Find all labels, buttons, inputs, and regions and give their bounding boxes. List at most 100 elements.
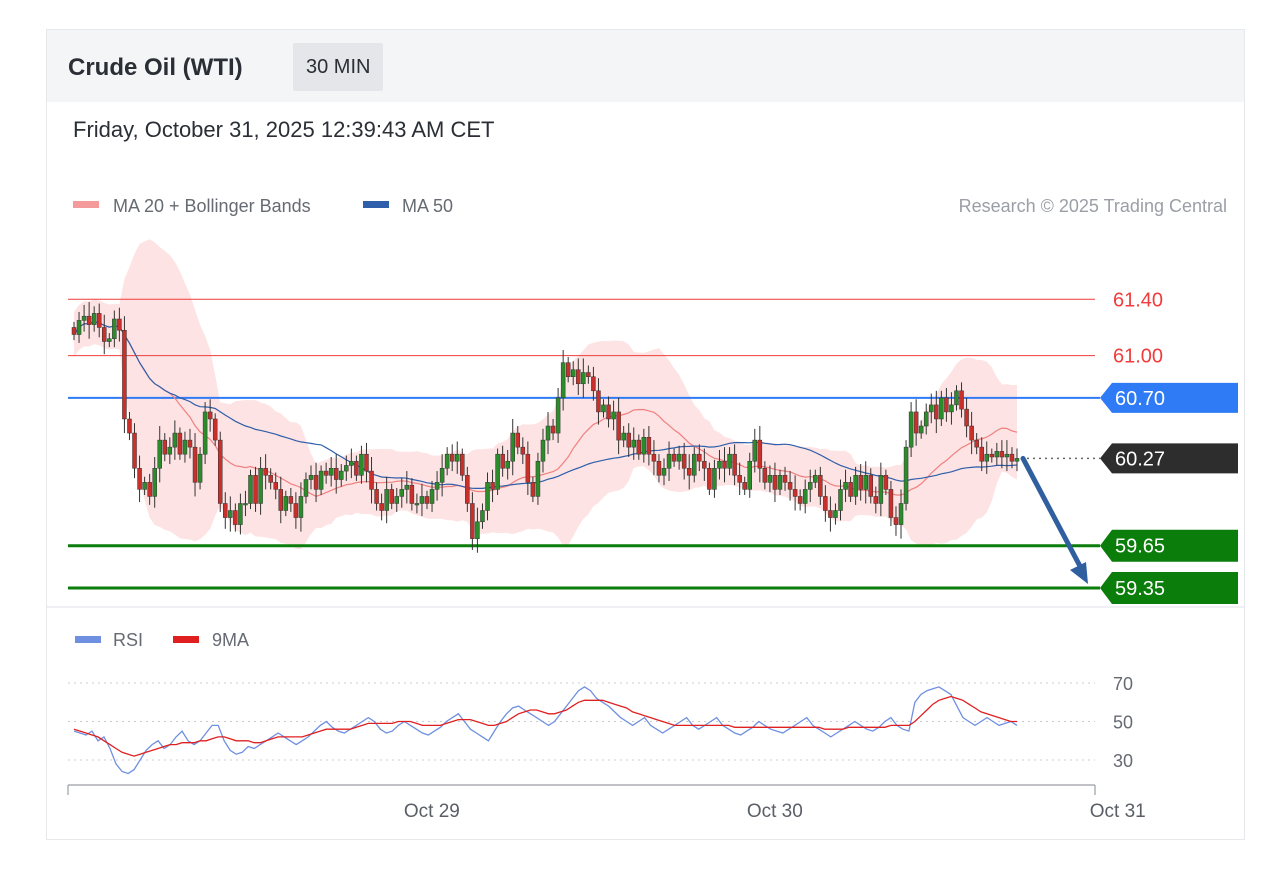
candle-body bbox=[898, 503, 904, 525]
candle bbox=[369, 457, 374, 504]
candle-body bbox=[475, 521, 480, 539]
candle-body bbox=[86, 315, 92, 325]
bollinger-band-area bbox=[74, 239, 1017, 550]
candle bbox=[767, 465, 773, 493]
candle-body bbox=[374, 489, 379, 504]
candle bbox=[752, 428, 758, 473]
candle bbox=[1009, 447, 1015, 469]
candle-body bbox=[838, 489, 843, 511]
candle bbox=[243, 490, 248, 517]
candle-body bbox=[818, 475, 823, 497]
candle bbox=[515, 426, 521, 455]
candle-body bbox=[414, 503, 420, 506]
candle bbox=[681, 442, 687, 480]
candle-body bbox=[253, 475, 258, 504]
candle bbox=[424, 490, 430, 510]
candle bbox=[419, 483, 425, 517]
candle bbox=[328, 457, 334, 487]
x-tick-label: Oct 30 bbox=[747, 801, 803, 822]
candle bbox=[520, 437, 526, 465]
candle bbox=[626, 423, 631, 457]
candle-body bbox=[364, 453, 369, 472]
candle bbox=[81, 304, 87, 332]
candle bbox=[601, 399, 606, 418]
candle-body bbox=[147, 482, 152, 497]
candle-body bbox=[934, 404, 939, 420]
candle bbox=[757, 426, 763, 483]
candle-body bbox=[480, 510, 485, 523]
candle-body bbox=[858, 475, 863, 490]
candle bbox=[813, 469, 818, 488]
candle bbox=[258, 457, 263, 515]
candle bbox=[707, 462, 712, 496]
candle-body bbox=[702, 460, 707, 469]
candle-body bbox=[888, 489, 894, 518]
candle-body bbox=[792, 489, 798, 497]
candle-body bbox=[868, 475, 874, 497]
candle-body bbox=[979, 446, 984, 462]
rsi-line bbox=[73, 686, 1018, 775]
candle-body bbox=[233, 510, 238, 525]
candle bbox=[838, 479, 843, 521]
candle-body bbox=[268, 475, 273, 483]
candle bbox=[949, 392, 954, 425]
candle bbox=[777, 469, 783, 496]
candle bbox=[268, 468, 273, 490]
x-axis: Oct 29 Oct 30 Oct 31 bbox=[67, 784, 1146, 822]
candle-body bbox=[545, 425, 551, 441]
candle bbox=[807, 469, 813, 503]
candle-body bbox=[581, 372, 586, 385]
candle-body bbox=[772, 475, 778, 490]
candle bbox=[263, 454, 268, 490]
support-tag bbox=[1100, 529, 1238, 562]
candle bbox=[712, 459, 717, 498]
candle-body bbox=[258, 468, 263, 504]
candle-body bbox=[893, 517, 899, 525]
timeframe-badge[interactable]: 30 MIN bbox=[293, 43, 384, 91]
candle bbox=[918, 420, 924, 439]
candle-body bbox=[883, 475, 889, 490]
candle-body bbox=[807, 482, 813, 490]
candle bbox=[500, 445, 505, 477]
candle-body bbox=[959, 390, 964, 410]
candle bbox=[455, 441, 460, 474]
candle bbox=[858, 464, 863, 501]
candle-body bbox=[712, 468, 717, 490]
candle-body bbox=[757, 439, 763, 469]
candle bbox=[908, 402, 914, 457]
rsi-level-label: 70 bbox=[1113, 674, 1133, 694]
candle-body bbox=[555, 397, 561, 434]
candle bbox=[318, 465, 324, 496]
candle-body bbox=[656, 460, 662, 476]
candle bbox=[913, 399, 919, 446]
rsi-level-label: 30 bbox=[1113, 751, 1133, 771]
candle-body bbox=[339, 470, 344, 480]
candle bbox=[187, 428, 193, 459]
candle bbox=[853, 466, 858, 505]
last-price-label: 60.27 bbox=[1115, 448, 1165, 470]
candle-body bbox=[424, 496, 430, 504]
candle bbox=[550, 418, 556, 441]
candle-body bbox=[903, 446, 909, 504]
candle bbox=[409, 478, 415, 511]
candle-body bbox=[601, 404, 606, 413]
candle bbox=[989, 448, 995, 463]
candle bbox=[308, 465, 314, 490]
candle-body bbox=[686, 468, 692, 476]
candle-body bbox=[848, 482, 853, 497]
candle bbox=[460, 448, 465, 481]
candle-body bbox=[223, 503, 228, 518]
candle bbox=[802, 479, 808, 514]
rsi-legend: RSI 9MA bbox=[75, 630, 249, 650]
candle-body bbox=[626, 432, 631, 448]
pivot-label: 60.70 bbox=[1115, 388, 1165, 410]
candle-body bbox=[369, 470, 374, 490]
candle bbox=[202, 402, 208, 465]
candle bbox=[959, 382, 964, 418]
candle-body bbox=[828, 510, 833, 518]
candle-body bbox=[409, 484, 415, 504]
candle bbox=[217, 431, 223, 512]
candle-body bbox=[81, 315, 87, 321]
candle bbox=[747, 452, 752, 498]
candle-body bbox=[1009, 453, 1015, 462]
